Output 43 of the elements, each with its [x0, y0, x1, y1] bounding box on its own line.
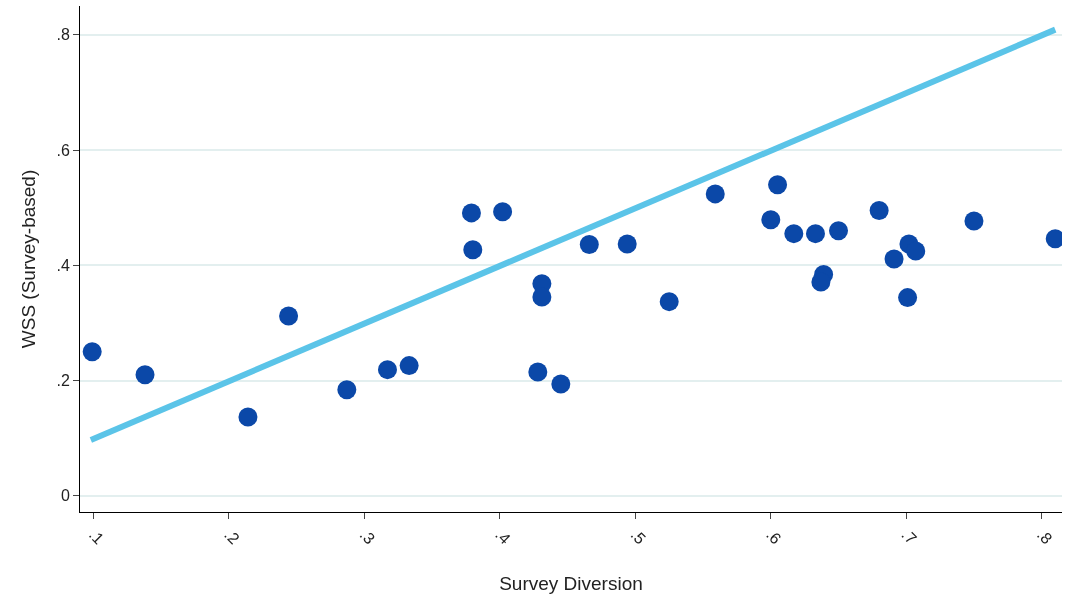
point	[528, 362, 548, 382]
x-tick-label: .3	[356, 525, 379, 548]
point	[551, 374, 571, 394]
point	[617, 234, 637, 254]
y-tick-label: 0	[60, 487, 70, 505]
x-tick-label: .1	[85, 525, 108, 548]
x-axis-title: Survey Diversion	[499, 573, 643, 595]
point	[82, 342, 102, 362]
x-tick-label: .4	[492, 525, 514, 548]
point	[784, 224, 804, 244]
point	[761, 210, 781, 230]
point	[811, 272, 831, 292]
y-tick-label: .8	[56, 26, 70, 44]
x-tick-label: .7	[898, 525, 920, 548]
point	[337, 380, 357, 400]
y-tick-label: .2	[56, 372, 70, 390]
point	[964, 211, 984, 231]
point	[884, 249, 904, 269]
point	[238, 407, 258, 427]
point	[906, 241, 926, 261]
point	[399, 356, 419, 376]
x-tick-label: .8	[1033, 525, 1056, 548]
point	[898, 288, 918, 308]
point	[463, 240, 483, 260]
y-tick-label: .4	[56, 256, 70, 274]
point	[705, 184, 725, 204]
x-tick-label: .5	[627, 525, 650, 548]
point	[869, 201, 889, 221]
point	[579, 235, 599, 255]
point	[659, 292, 679, 312]
y-tick-label: .6	[56, 141, 70, 159]
x-tick-label: .6	[763, 525, 785, 548]
point	[377, 360, 397, 380]
point	[493, 202, 513, 222]
point	[768, 175, 788, 195]
point	[532, 287, 552, 307]
point	[805, 224, 825, 244]
x-tick-label: .2	[221, 525, 243, 548]
point	[829, 221, 849, 241]
point	[461, 203, 481, 223]
y-axis-title: WSS (Survey-based)	[18, 169, 40, 349]
point	[135, 365, 155, 385]
point	[279, 306, 299, 326]
